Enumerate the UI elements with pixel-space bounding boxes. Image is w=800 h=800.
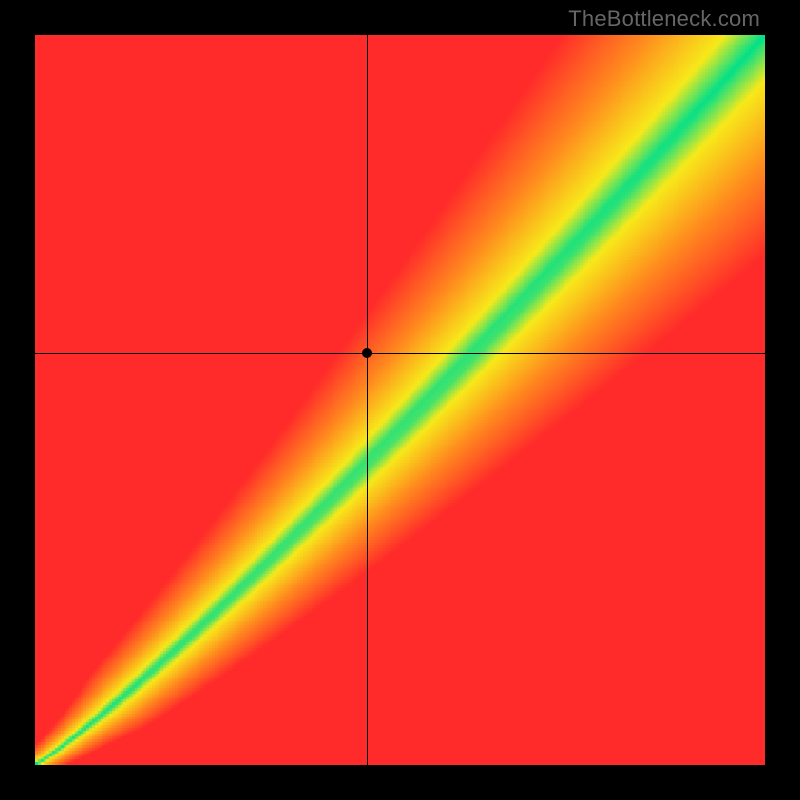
heatmap-plot-area [35,35,765,765]
watermark-text: TheBottleneck.com [568,6,760,32]
heatmap-canvas [35,35,765,765]
chart-outer-frame: TheBottleneck.com [0,0,800,800]
